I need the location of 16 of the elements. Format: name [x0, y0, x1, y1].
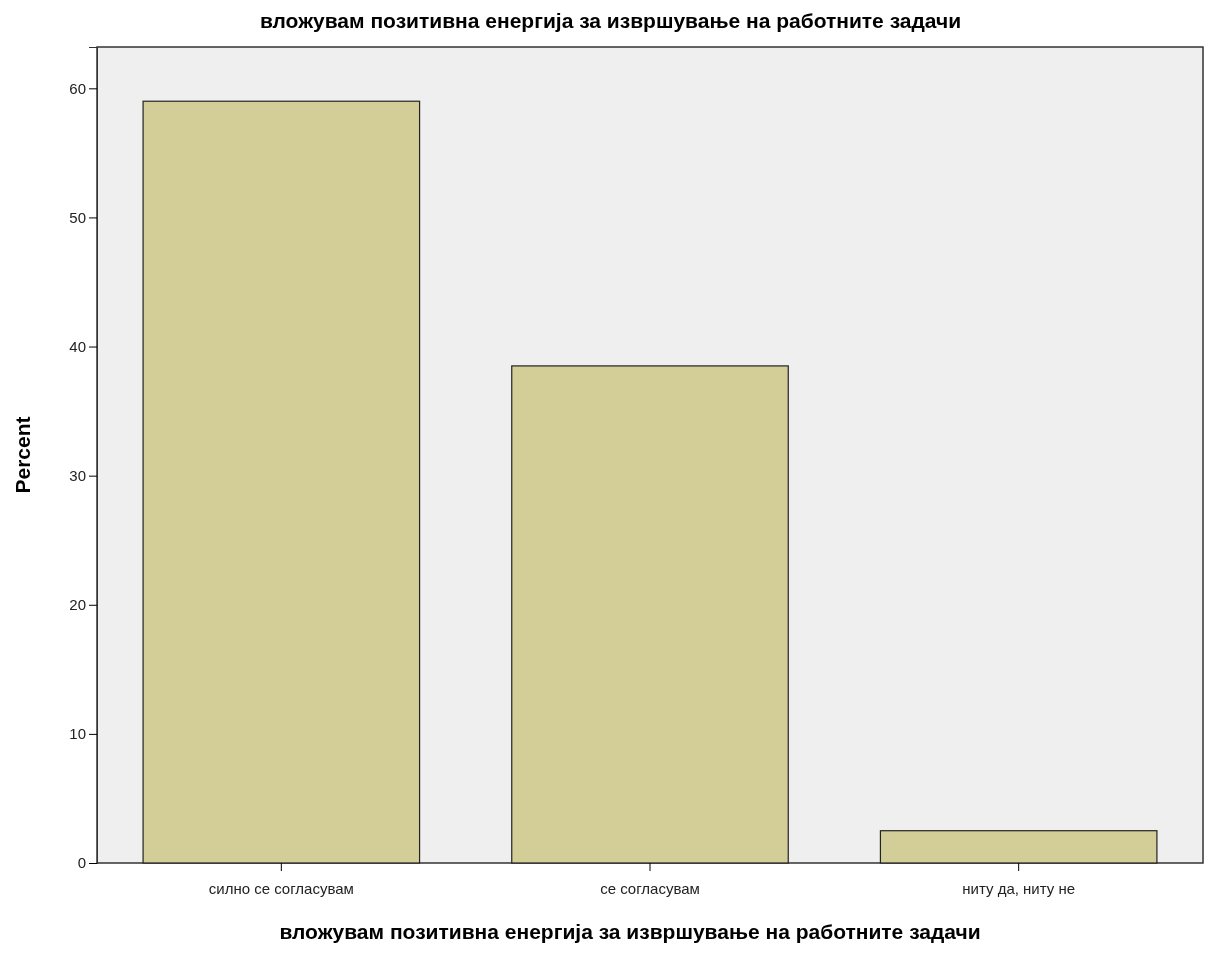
y-tick-label: 30 — [69, 466, 86, 484]
y-tick-label: 20 — [69, 596, 86, 614]
bar — [879, 830, 1158, 864]
bar — [511, 365, 789, 864]
chart-title: вложувам позитивна енергија за извршување на работните задачи — [259, 9, 962, 32]
x-axis-title: вложувам позитивна енергија за извршување на работните задачи — [279, 920, 981, 943]
bar — [142, 100, 421, 864]
y-tick-label: 10 — [69, 725, 86, 743]
x-tick-label: силно се согласувам — [208, 879, 354, 897]
y-axis-title: Percent — [11, 416, 34, 494]
x-tick-label: се согласувам — [600, 879, 700, 897]
y-tick-label: 40 — [69, 337, 86, 355]
y-tick-label: 60 — [69, 79, 86, 97]
x-tick-label: ниту да, ниту не — [962, 879, 1076, 897]
y-tick-label: 50 — [69, 208, 86, 226]
y-tick-label: 0 — [77, 854, 86, 872]
